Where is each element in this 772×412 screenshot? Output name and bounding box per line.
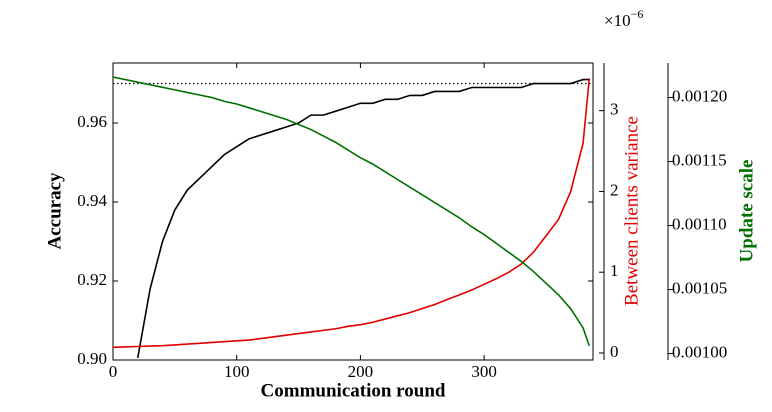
y2-offset: ×10−6: [604, 7, 643, 30]
y-tick-label: 0.96: [77, 112, 107, 131]
y-tick-label: 1: [610, 261, 619, 280]
y-tick-label: 0.00120: [672, 86, 727, 105]
y-tick-label: 0: [610, 342, 619, 361]
y2-offset-exp: −6: [631, 7, 644, 21]
y-tick-label: 0.00110: [672, 214, 727, 233]
y2-offset-base: ×10: [604, 11, 631, 30]
data-line: [113, 76, 591, 347]
y-tick-label: 0.92: [77, 270, 107, 289]
y2-axis-label: Between clients variance: [621, 116, 642, 306]
y-tick-label: 0.00100: [672, 343, 727, 362]
plot-frame: [112, 62, 594, 361]
y-axis-label: Accuracy: [44, 172, 65, 250]
plot-area: [113, 76, 593, 359]
x-axis-label: Communication round: [261, 380, 446, 401]
x-tick-label: 100: [224, 362, 250, 381]
y-tick-label: 0.00105: [672, 278, 727, 297]
y-tick-label: 0.00115: [672, 150, 727, 169]
y-tick-label: 0.90: [77, 349, 107, 368]
y-tick-label: 2: [610, 180, 619, 199]
x-tick-label: 300: [471, 362, 497, 381]
data-line: [113, 78, 591, 349]
data-line: [136, 78, 590, 359]
y-tick-label: 0.94: [77, 191, 107, 210]
y-tick-label: 3: [610, 100, 619, 119]
x-tick-label: 200: [348, 362, 374, 381]
x-tick-label: 0: [109, 362, 118, 381]
y3-axis-label: Update scale: [736, 160, 757, 263]
